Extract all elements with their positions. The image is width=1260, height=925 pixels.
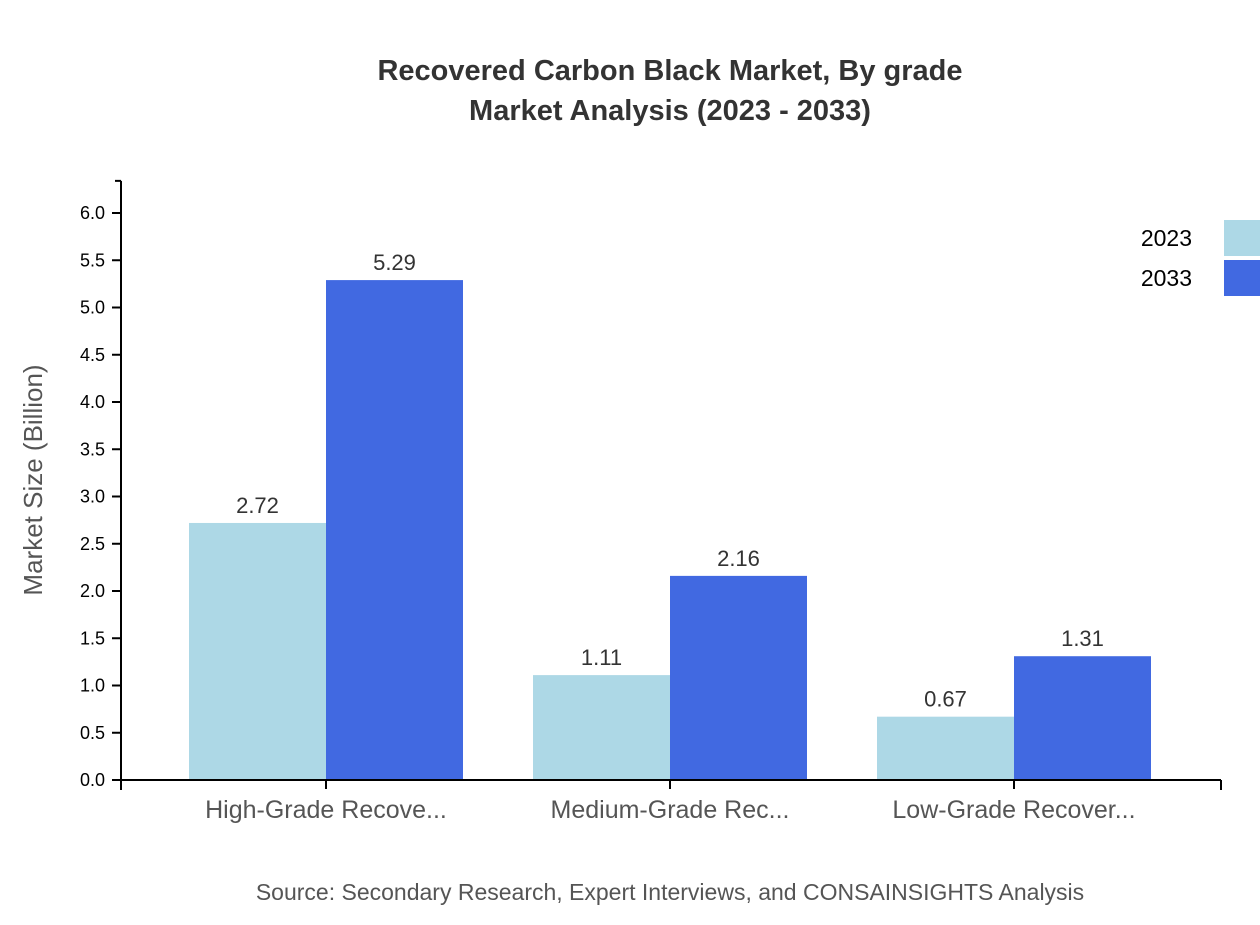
- legend-swatch-2023: [1224, 220, 1260, 256]
- x-tick-label: Low-Grade Recover...: [892, 796, 1135, 824]
- y-tick-label: 5.5: [80, 250, 105, 270]
- bar-2023: [189, 522, 326, 780]
- y-tick-label: 3.5: [80, 439, 105, 459]
- x-tick-label: High-Grade Recove...: [205, 796, 447, 824]
- y-tick-label: 4.5: [80, 345, 105, 365]
- data-label: 2.16: [717, 546, 760, 571]
- data-label: 1.31: [1061, 626, 1104, 651]
- y-tick-label: 4.0: [80, 392, 105, 412]
- y-tick-label: 2.0: [80, 581, 105, 601]
- y-tick-label: 6.0: [80, 203, 105, 223]
- bar-2023: [533, 675, 670, 780]
- data-label: 2.72: [236, 493, 279, 518]
- data-label: 0.67: [924, 687, 967, 712]
- legend-label: 2033: [1141, 265, 1192, 291]
- y-axis-label: Market Size (Billion): [18, 364, 48, 595]
- data-label: 5.29: [373, 250, 416, 275]
- legend-label: 2023: [1141, 225, 1192, 251]
- y-tick-label: 5.0: [80, 298, 105, 318]
- y-tick-label: 2.5: [80, 534, 105, 554]
- chart-title: Recovered Carbon Black Market, By grade: [377, 55, 962, 87]
- y-tick-label: 1.5: [80, 628, 105, 648]
- y-tick-label: 0.5: [80, 723, 105, 743]
- bar-2033: [326, 280, 463, 780]
- y-tick-label: 0.0: [80, 770, 105, 790]
- source-note: Source: Secondary Research, Expert Inter…: [256, 879, 1084, 905]
- bar-2033: [670, 575, 807, 780]
- bar-2023: [877, 716, 1014, 780]
- y-tick-label: 3.0: [80, 487, 105, 507]
- chart-subtitle: Market Analysis (2023 - 2033): [469, 95, 871, 127]
- data-label: 1.11: [581, 645, 622, 670]
- y-tick-label: 1.0: [80, 676, 105, 696]
- legend-swatch-2033: [1224, 260, 1260, 296]
- bar-2033: [1014, 656, 1151, 780]
- x-tick-label: Medium-Grade Rec...: [551, 796, 790, 824]
